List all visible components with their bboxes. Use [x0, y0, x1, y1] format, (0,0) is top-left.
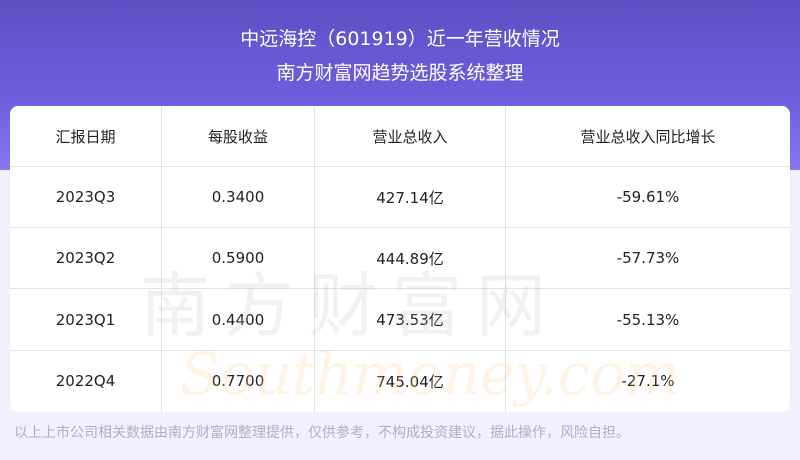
column-header: 营业总收入同比增长	[580, 127, 716, 146]
table-header-row: 汇报日期 每股收益 营业总收入 营业总收入同比增长	[10, 106, 790, 167]
column-header: 每股收益	[162, 106, 315, 166]
table-cell: 0.3400	[162, 167, 315, 227]
table-cell: 0.5900	[162, 228, 315, 289]
table-cell: 2023Q1	[10, 289, 162, 350]
table-cell: 444.89亿	[315, 228, 506, 289]
table-cell: -27.1%	[621, 372, 675, 391]
page-title: 中远海控（601919）近一年营收情况	[240, 28, 560, 50]
column-header: 营业总收入	[315, 106, 506, 166]
table-cell: 0.7700	[162, 350, 315, 412]
table-cell: -57.73%	[616, 249, 680, 268]
table-cell: 745.04亿	[315, 350, 506, 412]
table-cell: 2022Q4	[10, 350, 162, 412]
table-cell: 0.4400	[162, 289, 315, 350]
page-subtitle: 南方财富网趋势选股系统整理	[276, 62, 524, 84]
table-cell: 2023Q2	[10, 228, 162, 289]
table-row: 2023Q2 0.5900 444.89亿 -57.73%	[10, 228, 790, 290]
table-cell: 427.14亿	[315, 167, 506, 227]
table-cell: -59.61%	[616, 188, 680, 206]
table-row: 2022Q4 0.7700 745.04亿 -27.1%	[10, 350, 790, 412]
table-row: 2023Q3 0.3400 427.14亿 -59.61%	[10, 167, 790, 228]
table-cell: 473.53亿	[315, 289, 506, 350]
table-row: 2023Q1 0.4400 473.53亿 -55.13%	[10, 289, 790, 351]
column-header: 汇报日期	[10, 106, 162, 166]
table-cell: -55.13%	[616, 310, 680, 329]
disclaimer: 以上上市公司相关数据由南方财富网整理提供，仅供参考，不构成投资建议，据此操作，风…	[14, 425, 630, 441]
table-cell: 2023Q3	[10, 167, 162, 227]
revenue-table: 汇报日期 每股收益 营业总收入 营业总收入同比增长 2023Q3 0.3400 42…	[10, 106, 790, 412]
